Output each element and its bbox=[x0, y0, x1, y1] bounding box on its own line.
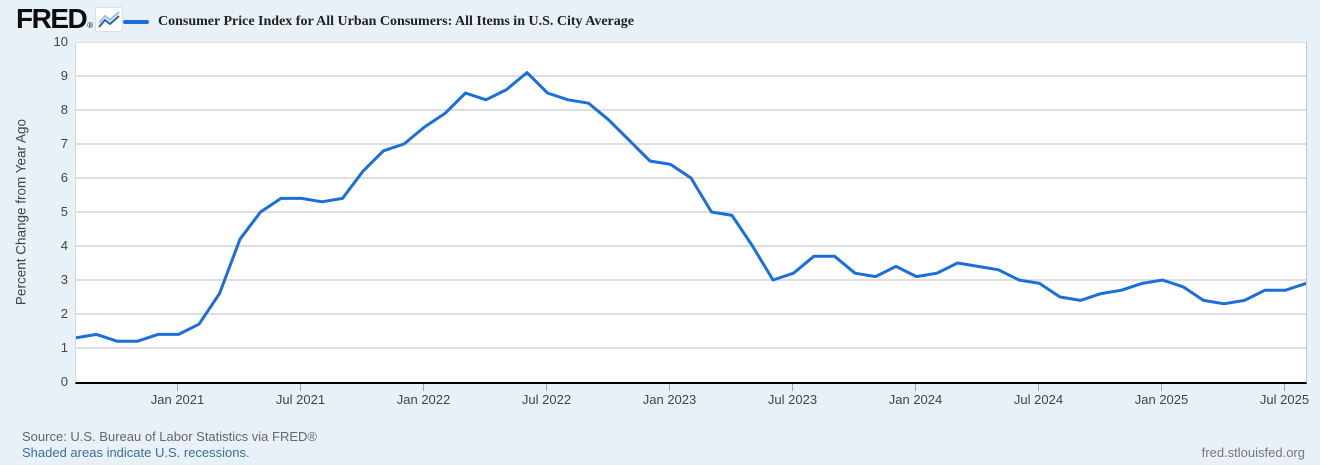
legend-line-swatch bbox=[123, 20, 149, 24]
y-tick-label: 8 bbox=[60, 102, 68, 117]
x-tick-label: Jul 2024 bbox=[1013, 392, 1064, 407]
x-tick-label: Jan 2024 bbox=[888, 392, 943, 407]
x-tick-label: Jul 2023 bbox=[767, 392, 818, 407]
fred-logo[interactable]: FRED ® bbox=[16, 3, 124, 34]
registered-mark: ® bbox=[87, 21, 94, 30]
source-text: Source: U.S. Bureau of Labor Statistics … bbox=[22, 429, 317, 444]
x-tick-label: Jul 2022 bbox=[521, 392, 572, 407]
x-tick-label: Jul 2021 bbox=[275, 392, 326, 407]
x-tick-mark bbox=[1161, 384, 1162, 391]
fred-logo-text: FRED bbox=[16, 3, 88, 34]
y-tick-label: 10 bbox=[53, 34, 68, 49]
x-tick-label: Jan 2023 bbox=[642, 392, 697, 407]
data-line[interactable] bbox=[76, 71, 1306, 343]
recession-note-link[interactable]: Shaded areas indicate U.S. recessions. bbox=[22, 445, 250, 460]
x-tick-mark bbox=[669, 384, 670, 391]
y-tick-label: 5 bbox=[60, 204, 68, 219]
x-tick-label: Jul 2025 bbox=[1259, 392, 1310, 407]
x-tick-mark bbox=[546, 384, 547, 391]
x-tick-mark bbox=[177, 384, 178, 391]
x-tick-mark bbox=[1038, 384, 1039, 391]
y-tick-label: 0 bbox=[60, 374, 68, 389]
x-tick-mark bbox=[792, 384, 793, 391]
y-tick-label: 2 bbox=[60, 306, 68, 321]
y-axis-title: Percent Change from Year Ago bbox=[13, 118, 29, 306]
series-title[interactable]: Consumer Price Index for All Urban Consu… bbox=[158, 14, 634, 29]
plot-area[interactable] bbox=[75, 42, 1307, 384]
y-tick-label: 4 bbox=[60, 238, 68, 253]
y-tick-label: 7 bbox=[60, 136, 68, 151]
y-tick-label: 9 bbox=[60, 68, 68, 83]
y-tick-label: 1 bbox=[60, 340, 68, 355]
x-tick-mark bbox=[423, 384, 424, 391]
x-tick-mark bbox=[1284, 384, 1285, 391]
x-tick-label: Jan 2021 bbox=[150, 392, 205, 407]
x-tick-label: Jan 2025 bbox=[1134, 392, 1189, 407]
site-url-link[interactable]: fred.stlouisfed.org bbox=[1201, 445, 1305, 460]
chart-legend: Consumer Price Index for All Urban Consu… bbox=[123, 14, 634, 30]
y-tick-label: 6 bbox=[60, 170, 68, 185]
chart-svg bbox=[76, 42, 1306, 349]
fred-sparkline-icon bbox=[95, 6, 124, 32]
x-tick-mark bbox=[300, 384, 301, 391]
x-tick-label: Jan 2022 bbox=[396, 392, 451, 407]
x-tick-mark bbox=[915, 384, 916, 391]
y-tick-label: 3 bbox=[60, 272, 68, 287]
